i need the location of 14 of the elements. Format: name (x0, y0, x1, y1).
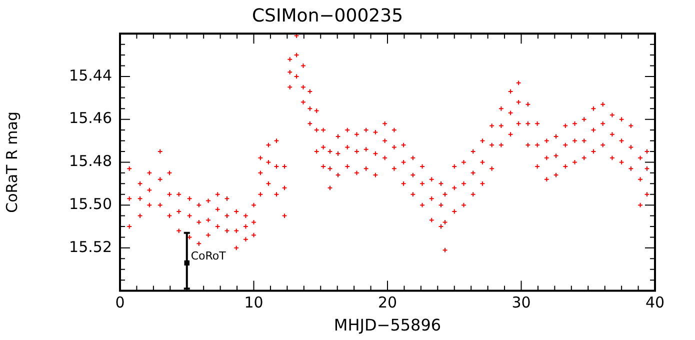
y-tick-label: 15.44 (69, 66, 112, 84)
x-tick-label: 10 (244, 294, 264, 312)
x-axis-title: MHJD−55896 (334, 316, 442, 335)
y-tick-label: 15.46 (69, 109, 112, 128)
x-tick-label: 0 (115, 294, 125, 312)
x-tick-label: 20 (378, 294, 398, 312)
x-tick-label: 30 (512, 294, 531, 312)
x-tick-label: 40 (645, 294, 665, 312)
y-tick-label: 15.52 (69, 238, 112, 256)
y-axis-title: CoRaT R mag (2, 112, 21, 213)
chart-title: CSIMon−000235 (252, 5, 404, 26)
series-label: CoRoT (190, 249, 226, 262)
y-tick-label: 15.50 (69, 194, 112, 213)
y-tick-label: 15.48 (69, 152, 112, 170)
